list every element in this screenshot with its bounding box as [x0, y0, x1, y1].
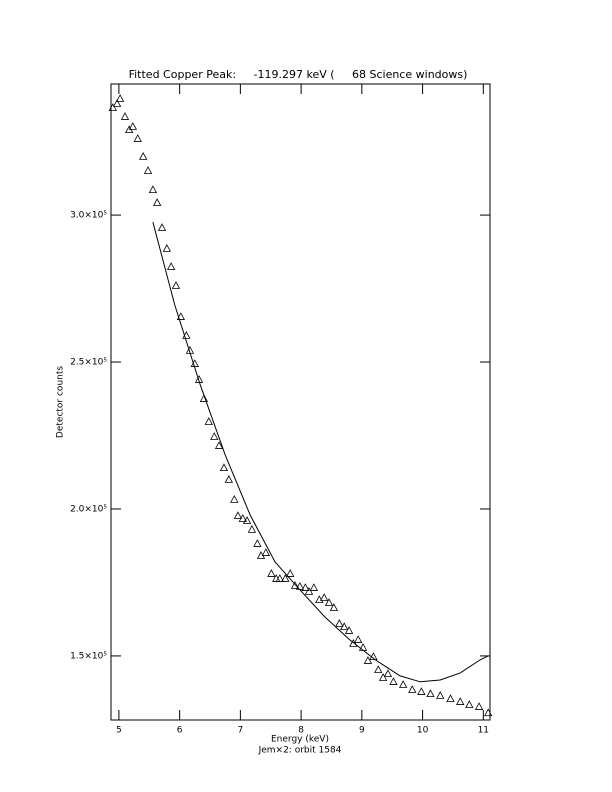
y-tick-label: 1.5×10⁵	[70, 651, 107, 661]
data-point	[320, 593, 329, 601]
data-point	[309, 583, 319, 591]
data-point	[108, 103, 117, 111]
subtitle: Jem×2: orbit 1584	[258, 746, 342, 756]
data-point	[389, 677, 398, 685]
data-point	[224, 475, 233, 483]
data-point	[436, 691, 445, 699]
data-point	[152, 198, 162, 206]
data-point	[281, 574, 290, 582]
data-point	[275, 574, 285, 582]
x-tick-label: 8	[298, 726, 304, 736]
data-point	[354, 635, 363, 643]
data-point	[204, 417, 213, 425]
data-point	[143, 166, 153, 174]
x-tick-label: 7	[238, 726, 244, 736]
data-point	[446, 694, 455, 703]
data-point	[340, 622, 349, 631]
y-axis-label: Detector counts	[56, 366, 66, 438]
data-point	[408, 685, 417, 693]
data-point	[349, 639, 358, 647]
data-point	[324, 598, 334, 606]
data-point	[247, 525, 257, 533]
data-point	[139, 152, 148, 160]
x-axis-label: Energy (keV)	[271, 735, 329, 745]
data-point	[219, 463, 229, 472]
data-point	[335, 619, 344, 627]
data-point	[329, 603, 339, 611]
data-point	[148, 185, 158, 193]
data-point	[417, 687, 426, 695]
data-point	[456, 697, 465, 705]
data-point	[128, 122, 138, 130]
data-point	[238, 514, 247, 522]
data-point	[133, 134, 142, 142]
data-point	[120, 112, 130, 120]
y-tick-label: 2.5×10⁵	[70, 358, 107, 368]
y-tick-label: 3.0×10⁵	[70, 211, 107, 221]
data-point	[484, 708, 493, 717]
data-point	[301, 583, 310, 591]
plot-frame	[110, 83, 491, 721]
data-point	[465, 700, 474, 708]
x-tick-label: 5	[116, 726, 122, 736]
data-point	[474, 702, 484, 710]
data-point	[374, 665, 383, 673]
data-point	[112, 99, 122, 107]
y-tick-label: 2.0×10⁵	[70, 504, 107, 514]
data-point	[290, 581, 300, 589]
data-point	[210, 432, 219, 440]
data-point	[162, 244, 172, 252]
data-point	[398, 680, 408, 688]
data-point	[286, 569, 295, 577]
x-tick-label: 10	[417, 726, 429, 736]
data-point	[230, 495, 239, 503]
data-point	[383, 669, 393, 678]
data-point	[115, 94, 125, 102]
data-point	[267, 569, 276, 577]
fit-line	[152, 222, 489, 683]
chart-title: Fitted Copper Peak: -119.297 keV ( 68 Sc…	[129, 68, 468, 81]
data-point	[199, 394, 209, 402]
data-point	[261, 548, 271, 556]
data-point	[157, 223, 167, 231]
data-point	[304, 587, 314, 595]
data-point	[363, 656, 373, 664]
data-point	[233, 511, 243, 519]
data-point	[344, 626, 354, 634]
data-point	[214, 441, 224, 449]
x-tick-label: 6	[177, 726, 183, 736]
x-tick-label: 11	[478, 726, 489, 736]
data-point	[166, 262, 176, 270]
data-point	[426, 689, 435, 698]
data-point	[378, 673, 388, 681]
data-point	[171, 281, 181, 289]
data-point	[253, 539, 262, 547]
x-tick-label: 9	[359, 726, 365, 736]
data-point	[242, 516, 252, 524]
data-point	[176, 312, 186, 320]
